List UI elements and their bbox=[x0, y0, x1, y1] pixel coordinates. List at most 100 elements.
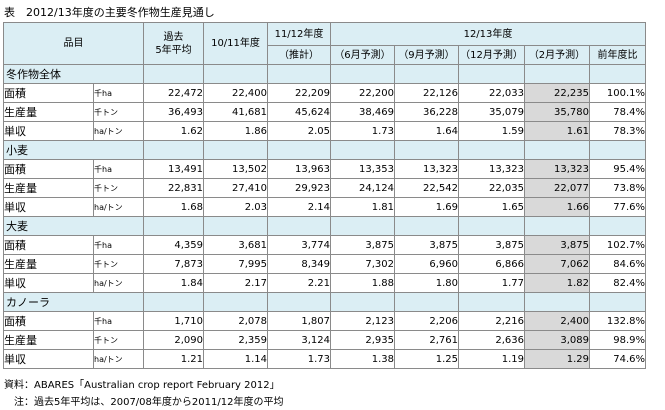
header-september-forecast: （9月予測） bbox=[394, 45, 459, 65]
value-cell: 41,681 bbox=[203, 102, 268, 122]
value-cell: 22,831 bbox=[143, 178, 204, 198]
value-cell: 22,235 bbox=[524, 83, 590, 103]
value-cell: 1.77 bbox=[458, 273, 525, 293]
group-row: 冬作物全体 bbox=[3, 64, 646, 84]
row-unit-label: 千ha bbox=[93, 311, 144, 331]
value-cell: 1.80 bbox=[394, 273, 459, 293]
table-row: 生産量 千トン 22,831 27,410 29,923 24,124 22,542 22,0… bbox=[3, 178, 646, 198]
value-cell: 2.14 bbox=[267, 197, 331, 217]
value-cell: 4,359 bbox=[143, 235, 204, 255]
value-cell: 1.25 bbox=[394, 349, 459, 369]
ratio-cell: 82.4% bbox=[589, 273, 646, 293]
group-row-blank-cell bbox=[330, 64, 395, 84]
value-cell: 2,216 bbox=[458, 311, 525, 331]
group-row-blank-cell bbox=[524, 140, 590, 160]
group-row-blank-cell bbox=[458, 292, 525, 312]
value-cell: 45,624 bbox=[267, 102, 331, 122]
row-item-label: 単収 bbox=[3, 273, 94, 293]
table-row: 面積 千ha 13,491 13,502 13,963 13,353 13,323 13,32… bbox=[3, 159, 646, 179]
group-row-blank-cell bbox=[524, 292, 590, 312]
row-item-label: 単収 bbox=[3, 197, 94, 217]
row-item-label: 生産量 bbox=[3, 102, 94, 122]
table-row: 単収 ha/トン 1.62 1.86 2.05 1.73 1.64 1.59 1.61 78.3% bbox=[3, 121, 646, 141]
row-unit-label: 千トン bbox=[93, 254, 144, 274]
value-cell: 13,963 bbox=[267, 159, 331, 179]
source-note: 資料：ABARES「Australian crop report Februar… bbox=[4, 380, 280, 391]
group-label: 大麦 bbox=[3, 216, 144, 236]
value-cell: 35,079 bbox=[458, 102, 525, 122]
value-cell: 1.88 bbox=[330, 273, 395, 293]
row-item-label: 生産量 bbox=[3, 330, 94, 350]
header-2010-11: 10/11年度 bbox=[203, 22, 268, 65]
header-year-on-year-ratio: 前年度比 bbox=[589, 45, 646, 65]
value-cell: 3,124 bbox=[267, 330, 331, 350]
value-cell: 1.65 bbox=[458, 197, 525, 217]
value-cell: 22,077 bbox=[524, 178, 590, 198]
crop-outlook-table: 品目 過去 5年平均 10/11年度 11/12年度 12/13年度 （推計） … bbox=[3, 22, 646, 369]
row-unit-label: 千ha bbox=[93, 83, 144, 103]
value-cell: 13,502 bbox=[203, 159, 268, 179]
ratio-cell: 78.3% bbox=[589, 121, 646, 141]
group-row: 小麦 bbox=[3, 140, 646, 160]
value-cell: 13,323 bbox=[524, 159, 590, 179]
average-note: 注：過去5年平均は、2007/08年度から2011/12年度の平均 bbox=[4, 397, 284, 408]
value-cell: 1,807 bbox=[267, 311, 331, 331]
table-row: 面積 千ha 4,359 3,681 3,774 3,875 3,875 3,875 3,875… bbox=[3, 235, 646, 255]
value-cell: 1.61 bbox=[524, 121, 590, 141]
row-item-label: 単収 bbox=[3, 121, 94, 141]
value-cell: 7,873 bbox=[143, 254, 204, 274]
group-row-blank-cell bbox=[143, 140, 204, 160]
ratio-cell: 95.4% bbox=[589, 159, 646, 179]
value-cell: 2,636 bbox=[458, 330, 525, 350]
group-row-blank-cell bbox=[458, 64, 525, 84]
group-row-blank-cell bbox=[394, 140, 459, 160]
value-cell: 2,400 bbox=[524, 311, 590, 331]
row-item-label: 単収 bbox=[3, 349, 94, 369]
group-row-blank-cell bbox=[524, 216, 590, 236]
value-cell: 2,090 bbox=[143, 330, 204, 350]
value-cell: 1,710 bbox=[143, 311, 204, 331]
group-row-blank-cell bbox=[330, 292, 395, 312]
value-cell: 27,410 bbox=[203, 178, 268, 198]
table-row: 単収 ha/トン 1.84 2.17 2.21 1.88 1.80 1.77 1.82 82.4% bbox=[3, 273, 646, 293]
value-cell: 2,359 bbox=[203, 330, 268, 350]
group-row-blank-cell bbox=[458, 216, 525, 236]
value-cell: 29,923 bbox=[267, 178, 331, 198]
group-row-blank-cell bbox=[524, 64, 590, 84]
value-cell: 1.82 bbox=[524, 273, 590, 293]
group-row-blank-cell bbox=[394, 292, 459, 312]
value-cell: 3,875 bbox=[394, 235, 459, 255]
ratio-cell: 74.6% bbox=[589, 349, 646, 369]
value-cell: 1.86 bbox=[203, 121, 268, 141]
table-row: 面積 千ha 22,472 22,400 22,209 22,200 22,126 22,03… bbox=[3, 83, 646, 103]
header-estimate: （推計） bbox=[267, 45, 331, 65]
ratio-cell: 100.1% bbox=[589, 83, 646, 103]
value-cell: 3,875 bbox=[330, 235, 395, 255]
row-unit-label: 千トン bbox=[93, 102, 144, 122]
table-title: 表 2012/13年度の主要冬作物生産見通し bbox=[4, 6, 215, 19]
row-unit-label: 千トン bbox=[93, 330, 144, 350]
table-body: 冬作物全体 面積 千ha 22,472 22,400 22,209 22,200 22,126… bbox=[3, 64, 646, 369]
group-row-blank-cell bbox=[267, 216, 331, 236]
ratio-cell: 132.8% bbox=[589, 311, 646, 331]
ratio-cell: 77.6% bbox=[589, 197, 646, 217]
value-cell: 22,035 bbox=[458, 178, 525, 198]
value-cell: 1.38 bbox=[330, 349, 395, 369]
row-unit-label: ha/トン bbox=[93, 349, 144, 369]
ratio-cell: 98.9% bbox=[589, 330, 646, 350]
value-cell: 1.21 bbox=[143, 349, 204, 369]
value-cell: 24,124 bbox=[330, 178, 395, 198]
group-row-blank-cell bbox=[143, 292, 204, 312]
value-cell: 2.17 bbox=[203, 273, 268, 293]
value-cell: 22,472 bbox=[143, 83, 204, 103]
table-row: 生産量 千トン 7,873 7,995 8,349 7,302 6,960 6,866 7,06… bbox=[3, 254, 646, 274]
group-row: 大麦 bbox=[3, 216, 646, 236]
value-cell: 36,228 bbox=[394, 102, 459, 122]
value-cell: 3,875 bbox=[458, 235, 525, 255]
table-row: 単収 ha/トン 1.21 1.14 1.73 1.38 1.25 1.19 1.29 74.6% bbox=[3, 349, 646, 369]
group-row-blank-cell bbox=[458, 140, 525, 160]
value-cell: 2,123 bbox=[330, 311, 395, 331]
header-2012-13: 12/13年度 bbox=[330, 22, 646, 46]
group-row-blank-cell bbox=[203, 140, 268, 160]
value-cell: 1.81 bbox=[330, 197, 395, 217]
